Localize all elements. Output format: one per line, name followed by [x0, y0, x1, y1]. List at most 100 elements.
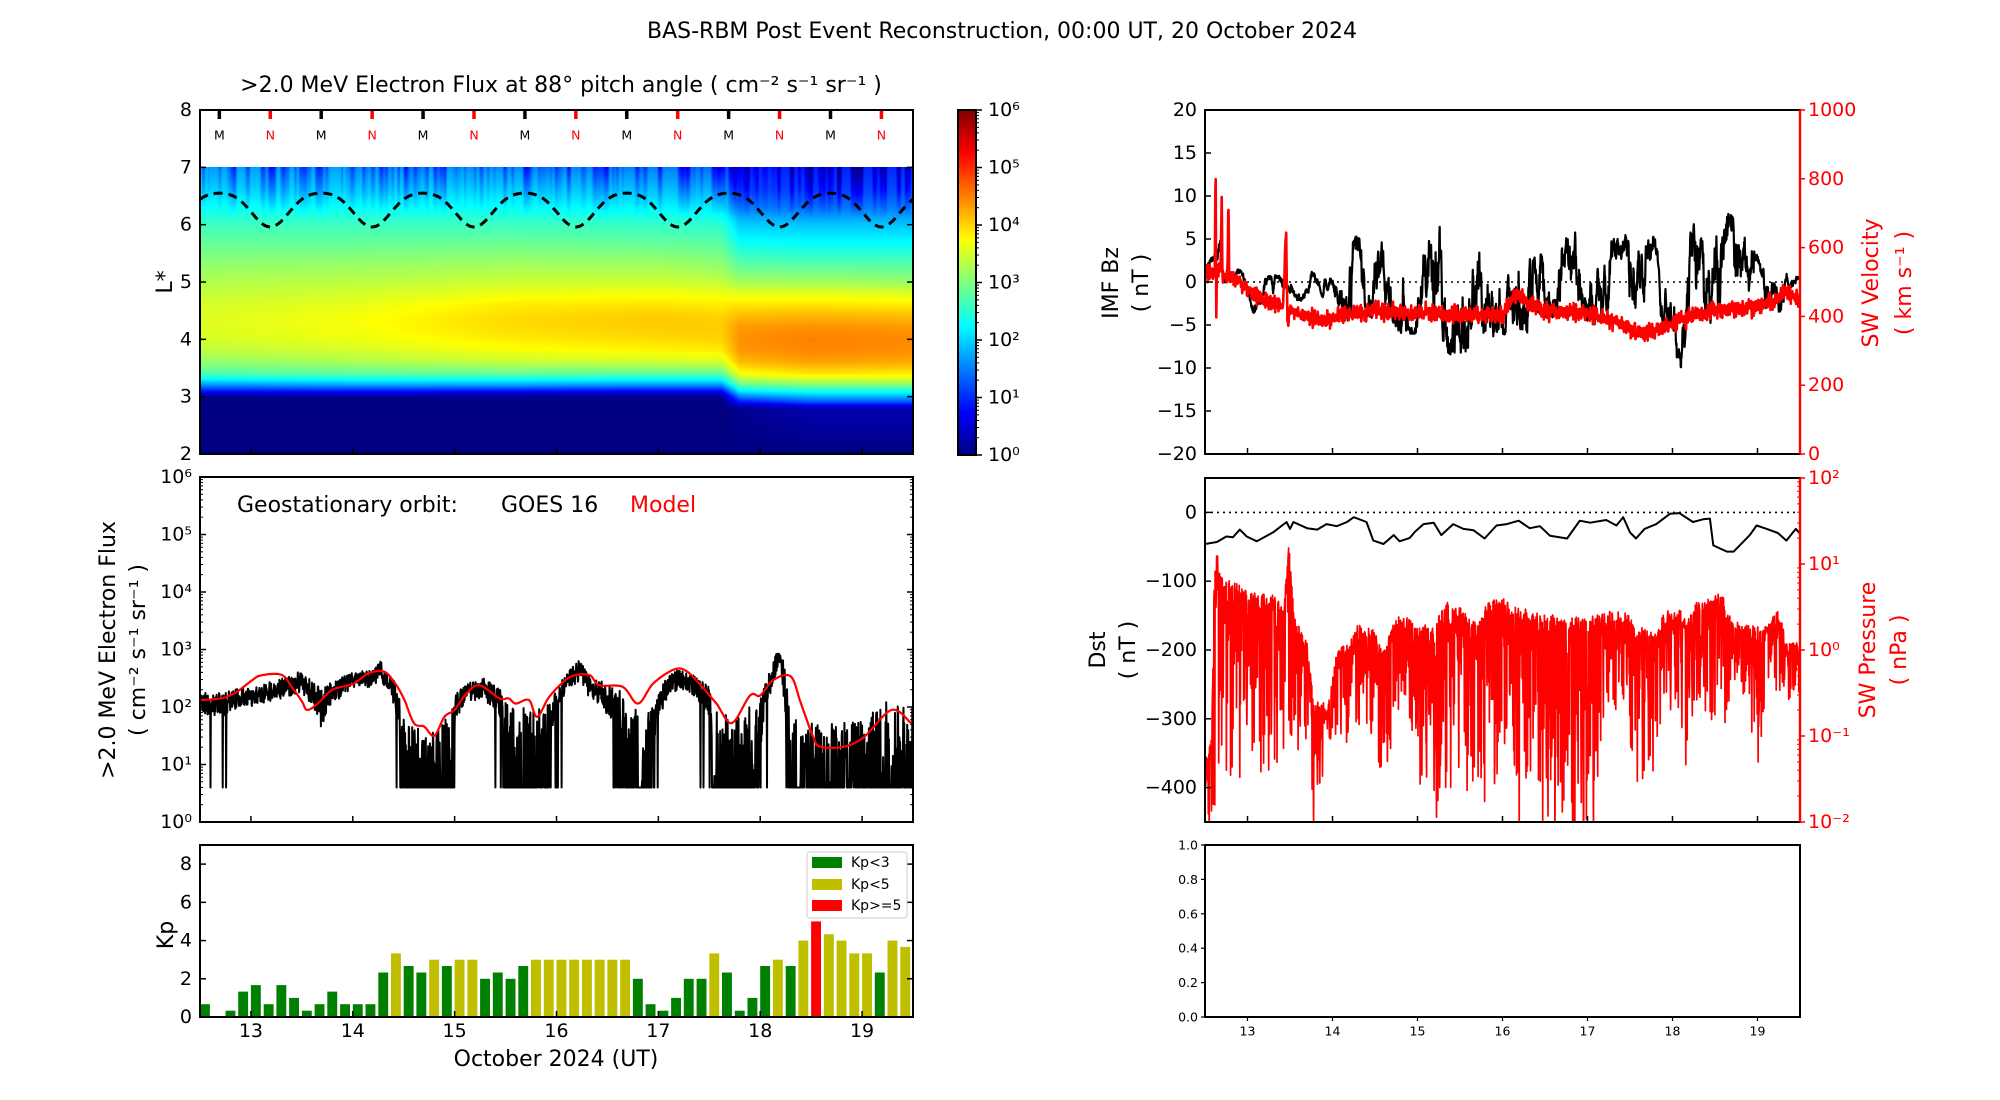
spectrogram-title: >2.0 MeV Electron Flux at 88° pitch angl… [240, 73, 882, 98]
kp-bar [340, 1004, 350, 1017]
sw-velocity-tick-label: 1000 [1808, 99, 1856, 121]
y-tick-label: 10² [160, 696, 192, 718]
y-tick-label: −5 [1169, 314, 1197, 336]
y-tick-label: −100 [1145, 570, 1197, 592]
y-tick-label: −20 [1157, 443, 1197, 465]
spectrogram-heatmap [200, 167, 913, 454]
colorbar-tick-label: 10² [988, 329, 1020, 351]
y-tick-label: 3 [180, 386, 192, 408]
mlt-marker-label: N [266, 128, 275, 143]
kp-bar [556, 959, 567, 1017]
kp-bar [327, 991, 338, 1017]
y-tick-label: −400 [1145, 777, 1197, 799]
kp-bar [378, 972, 389, 1017]
kp-bar [225, 1010, 236, 1017]
x-tick-label: 15 [1410, 1024, 1426, 1039]
y-tick-label: 5 [180, 271, 192, 293]
kp-bar [747, 997, 758, 1017]
x-tick-label: 19 [1750, 1024, 1766, 1039]
legend-swatch-kp-mid [812, 879, 842, 890]
sw-velocity-tick-label: 800 [1808, 168, 1844, 190]
kp-bar [874, 972, 885, 1017]
y-tick-label: 2 [180, 968, 192, 990]
mlt-marker-label: M [316, 128, 327, 143]
kp-bar [429, 959, 440, 1017]
x-tick-label: 13 [239, 1020, 263, 1042]
colorbar-tick-label: 10⁴ [988, 214, 1020, 236]
model-flux-line [200, 667, 912, 749]
kp-axis-label: Kp [154, 921, 179, 949]
sw-pressure-tick-label: 10¹ [1808, 553, 1840, 575]
y-tick-label: 10³ [160, 639, 192, 661]
figure-title: BAS-RBM Post Event Reconstruction, 00:00… [647, 19, 1357, 44]
mlt-marker-label: N [571, 128, 580, 143]
legend-label-kp-mid: Kp<5 [851, 877, 890, 893]
y-tick-label: −10 [1157, 357, 1197, 379]
y-tick-label: 5 [1185, 228, 1197, 250]
y-tick-label: 10⁶ [160, 466, 192, 488]
kp-bar [645, 1004, 656, 1017]
y-tick-label: 0.0 [1178, 1010, 1198, 1025]
kp-bar [607, 959, 618, 1017]
y-tick-label: 0 [1185, 271, 1197, 293]
dst-axis-label-line1: Dst [1086, 631, 1111, 668]
annotation-goes16: GOES 16 [501, 493, 598, 518]
kp-bar [785, 966, 796, 1017]
kp-bar [365, 1004, 376, 1017]
y-tick-label: 10 [1173, 185, 1197, 207]
kp-bar [811, 921, 821, 1017]
kp-bar [391, 953, 401, 1017]
y-tick-label: 6 [180, 214, 192, 236]
kp-bar [480, 978, 490, 1017]
kp-bar [250, 985, 261, 1017]
panel-lstar-flux: >2.0 MeV Electron Flux at 88° pitch angl… [153, 73, 914, 465]
kp-bar [836, 940, 847, 1017]
y-tick-label: 10⁴ [160, 581, 192, 603]
kp-bar [658, 1010, 669, 1017]
geo-flux-axis-label-line2: ( cm⁻² s⁻¹ sr⁻¹ ) [126, 564, 151, 736]
colorbar-tick-label: 10⁵ [988, 157, 1020, 179]
annotation-orbit: Geostationary orbit: [237, 493, 458, 518]
sw-velocity-tick-label: 600 [1808, 237, 1844, 259]
kp-bar [301, 1010, 312, 1017]
y-tick-label: 0.4 [1178, 941, 1198, 956]
colorbar-tick-label: 10³ [988, 272, 1020, 294]
colorbar-tick-label: 10¹ [988, 387, 1020, 409]
imf-bz-axis-label-line1: IMF Bz [1099, 247, 1124, 319]
kp-bar [441, 966, 452, 1017]
y-tick-label: 7 [180, 156, 192, 178]
kp-bar [696, 978, 707, 1017]
legend-swatch-kp-low [812, 857, 842, 868]
kp-bar [531, 959, 541, 1017]
y-tick-label: 1.0 [1178, 838, 1198, 853]
y-tick-label: −300 [1145, 708, 1197, 730]
kp-bar [620, 959, 631, 1017]
x-tick-label: 14 [341, 1020, 365, 1042]
kp-bar [416, 972, 427, 1017]
legend-label-kp-low: Kp<3 [851, 855, 890, 871]
annotation-model: Model [630, 493, 696, 518]
y-tick-label: 0 [1185, 501, 1197, 523]
mlt-marker-label: N [469, 128, 478, 143]
x-tick-label: 14 [1325, 1024, 1341, 1039]
panel-geo-flux: >2.0 MeV Electron Flux ( cm⁻² s⁻¹ sr⁻¹ )… [96, 466, 914, 833]
mlt-marker-label: M [621, 128, 632, 143]
y-tick-label: 8 [180, 99, 192, 121]
y-tick-label: 10¹ [160, 754, 192, 776]
lstar-axis-label: L* [153, 270, 178, 293]
x-tick-label: 18 [748, 1020, 772, 1042]
mlt-marker-label: N [673, 128, 682, 143]
legend-swatch-kp-high [812, 900, 842, 911]
x-tick-label: 15 [443, 1020, 467, 1042]
kp-bar [798, 940, 809, 1017]
kp-legend: Kp<3 Kp<5 Kp>=5 [806, 851, 908, 919]
kp-bar [454, 959, 465, 1017]
panel-empty: 0.0 0.2 0.4 0.6 0.8 1.0 13 14 15 16 17 18 19 [1178, 838, 1801, 1039]
y-tick-label: 4 [180, 930, 192, 952]
y-tick-label: 0.8 [1178, 872, 1198, 887]
kp-bar [518, 966, 529, 1017]
dst-line [1205, 512, 1800, 553]
geo-lstar-dashed-line [199, 191, 914, 229]
kp-bar [569, 959, 580, 1017]
